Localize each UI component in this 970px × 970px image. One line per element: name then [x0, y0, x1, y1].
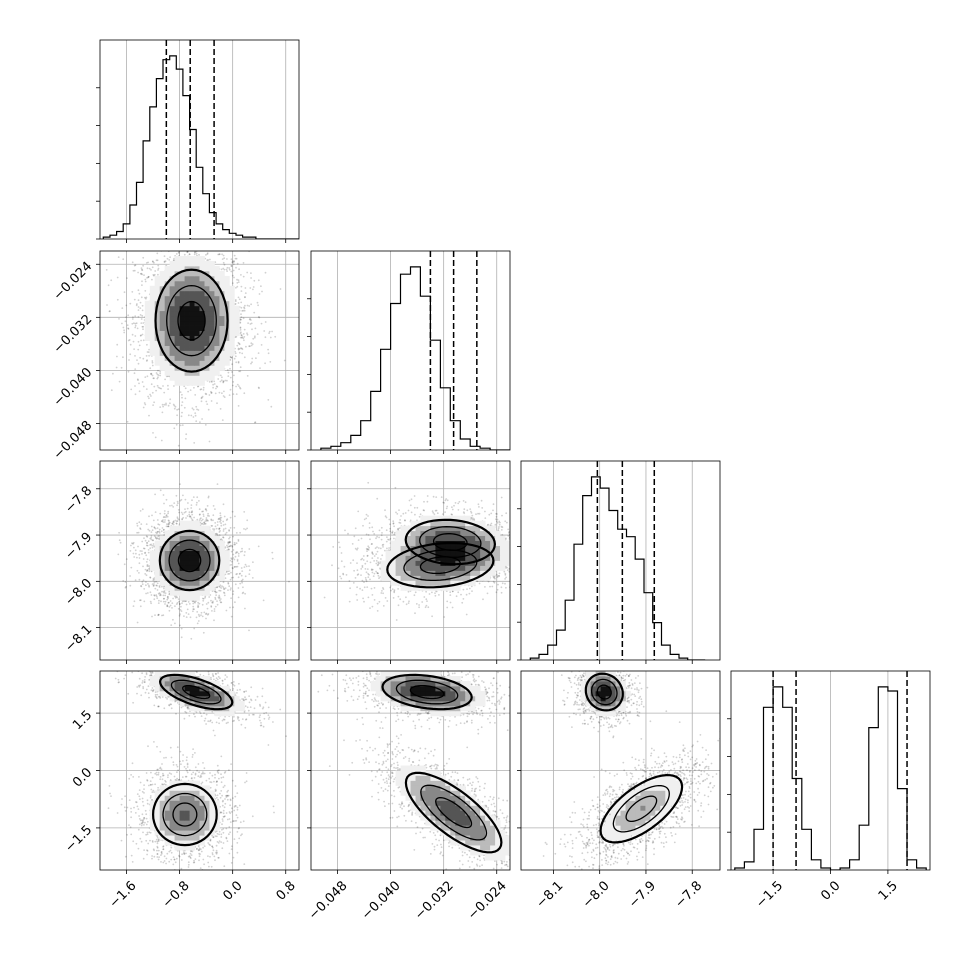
- contour-2-0-0-0: [177, 548, 202, 573]
- contour-3-2-0-1: [590, 678, 618, 706]
- contour-3-0-1-2: [151, 782, 218, 847]
- x-tick-label-0-2: 0.0: [220, 878, 245, 903]
- y-tick-label-1-3: −0.024: [51, 259, 96, 304]
- histogram-line-3: [734, 686, 927, 870]
- contour-3-1-0-0: [409, 684, 445, 700]
- contour-3-0-0-1: [170, 679, 222, 705]
- x-tick-label-1-2: −0.032: [412, 878, 457, 923]
- histogram-panel-2: [517, 460, 721, 664]
- histogram-line-0: [102, 55, 299, 239]
- histogram-line-1: [320, 266, 510, 450]
- contour-3-0-1-1: [162, 792, 208, 837]
- contour-2-1-1-1: [403, 549, 478, 582]
- y-tick-label-2-1: −8.0: [62, 576, 95, 609]
- contour-3-1-1-2: [404, 771, 503, 854]
- y-tick-label-1-0: −0.048: [51, 418, 96, 463]
- x-tick-label-1-3: −0.024: [465, 878, 510, 923]
- x-tick-label-2-0: −8.1: [534, 878, 567, 911]
- contour-2-0-0-1: [168, 539, 211, 582]
- contour-3-2-0-0: [596, 684, 612, 700]
- x-tick-label-2-3: −7.8: [672, 878, 705, 911]
- y-tick-label-3-0: −1.5: [62, 823, 95, 856]
- contour-2-0-0-2: [158, 529, 221, 592]
- scatter-panel-2-1: [307, 460, 511, 664]
- contour-2-1-1-0: [419, 556, 461, 575]
- contour-3-0-0-0: [182, 684, 211, 700]
- y-tick-label-2-2: −7.9: [62, 530, 95, 563]
- x-tick-label-0-0: −1.6: [107, 878, 140, 911]
- x-tick-label-0-3: 0.8: [274, 878, 299, 903]
- contour-2-1-0-2: [404, 518, 497, 566]
- contour-3-1-0-2: [381, 673, 473, 711]
- y-tick-label-3-1: 0.0: [70, 765, 95, 790]
- contour-3-1-0-1: [395, 679, 459, 705]
- y-tick-label-1-1: −0.040: [51, 365, 96, 410]
- x-tick-label-3-2: 1.5: [876, 878, 901, 903]
- y-tick-label-3-2: 1.5: [70, 708, 95, 733]
- contour-2-1-1-2: [386, 541, 495, 589]
- y-tick-label-2-3: −7.8: [62, 483, 95, 516]
- x-tick-label-2-2: −7.9: [626, 878, 659, 911]
- x-tick-label-3-0: −1.5: [753, 878, 786, 911]
- contour-3-1-1-1: [420, 784, 488, 841]
- x-tick-label-3-1: 0.0: [818, 878, 843, 903]
- y-tick-label-1-2: −0.032: [51, 312, 96, 357]
- contour-3-2-0-2: [584, 672, 624, 712]
- contour-3-0-0-2: [158, 673, 234, 711]
- contour-3-2-1-0: [625, 795, 658, 823]
- contour-1-0-0-2: [154, 268, 229, 373]
- scatter-panel-3-2: [517, 670, 721, 874]
- histogram-panel-0: [96, 39, 300, 243]
- x-tick-label-1-0: −0.048: [306, 878, 351, 923]
- histogram-panel-3: [727, 670, 931, 874]
- y-tick-label-2-0: −8.1: [62, 622, 95, 655]
- x-tick-label-0-1: −0.8: [160, 878, 193, 911]
- histogram-line-2: [529, 476, 706, 660]
- contour-3-1-1-0: [435, 797, 473, 829]
- scatter-panel-3-0: [96, 670, 300, 874]
- contour-1-0-0-0: [177, 300, 206, 341]
- panels: −1.6 −0.8 0.0 0.8 −0.048 −0.040 −0.032 −0.024 −8…: [51, 39, 931, 923]
- contour-2-1-0-1: [419, 526, 482, 558]
- scatter-panel-3-1: [307, 670, 511, 874]
- contour-3-2-1-1: [612, 784, 670, 833]
- contour-3-2-1-2: [599, 773, 684, 844]
- contour-3-0-1-0: [172, 802, 198, 827]
- contour-1-0-0-1: [166, 284, 217, 357]
- scatter-panel-2-0: [96, 460, 300, 664]
- x-tick-label-1-1: −0.040: [359, 878, 404, 923]
- histogram-panel-1: [307, 250, 511, 454]
- contour-2-1-0-0: [432, 533, 468, 551]
- scatter-panel-1-0: [96, 250, 300, 454]
- x-tick-label-2-1: −8.0: [580, 878, 613, 911]
